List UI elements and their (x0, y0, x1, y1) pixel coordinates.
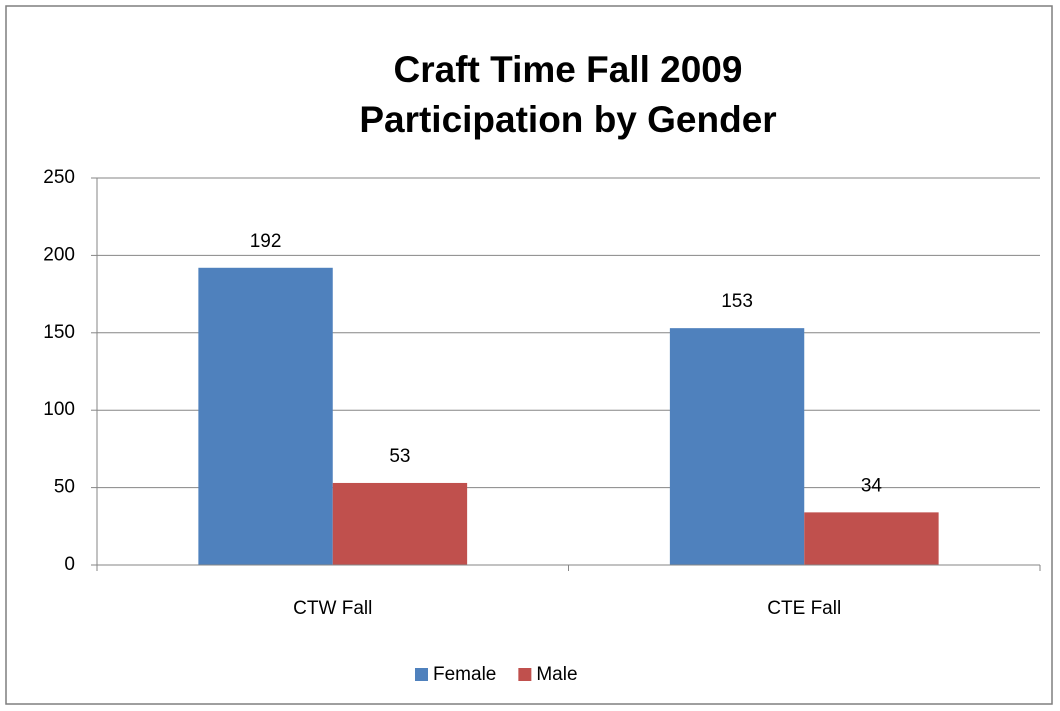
legend-swatch (415, 668, 428, 681)
chart-border (5, 5, 1053, 705)
data-label: 53 (389, 446, 410, 467)
y-tick-label: 100 (43, 399, 75, 420)
y-tick-label: 200 (43, 244, 75, 265)
bar (804, 512, 939, 565)
bar (332, 482, 468, 565)
legend-label: Female (433, 664, 496, 685)
y-tick-label: 0 (64, 554, 75, 575)
data-label: 192 (250, 231, 282, 252)
x-tick-label: CTW Fall (293, 598, 372, 619)
y-tick-label: 150 (43, 322, 75, 343)
data-label: 34 (861, 475, 883, 496)
x-tick-label: CTE Fall (767, 598, 841, 619)
bar (198, 267, 333, 565)
chart-title: Participation by Gender (359, 99, 776, 140)
legend-label: Male (536, 664, 577, 685)
y-tick-label: 50 (54, 477, 75, 498)
chart-title: Craft Time Fall 2009 (394, 49, 743, 90)
bar (669, 328, 805, 565)
y-tick-label: 250 (43, 167, 75, 188)
legend-swatch (518, 668, 532, 681)
data-label: 153 (721, 291, 753, 312)
